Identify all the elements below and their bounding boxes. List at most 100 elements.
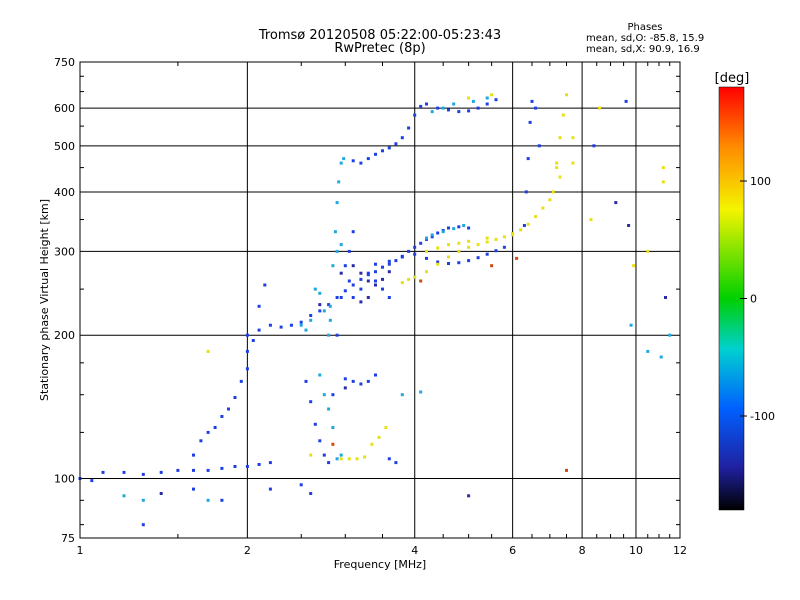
data-point bbox=[309, 400, 313, 404]
data-point bbox=[387, 457, 391, 461]
data-point bbox=[351, 296, 355, 299]
data-point bbox=[467, 259, 471, 263]
data-point bbox=[447, 255, 450, 259]
data-point bbox=[407, 249, 411, 253]
data-point bbox=[331, 442, 335, 446]
x-tick-label: 12 bbox=[673, 544, 687, 557]
data-point bbox=[467, 494, 471, 498]
data-point bbox=[343, 377, 347, 381]
data-point bbox=[419, 104, 423, 108]
data-point bbox=[419, 279, 423, 283]
data-point bbox=[268, 323, 272, 327]
data-point bbox=[347, 279, 351, 283]
data-point bbox=[327, 303, 331, 307]
data-point bbox=[394, 461, 398, 465]
data-point bbox=[192, 487, 195, 491]
data-point bbox=[476, 106, 480, 110]
data-point bbox=[299, 320, 303, 324]
data-point bbox=[299, 483, 303, 487]
data-point bbox=[485, 252, 489, 256]
data-point bbox=[328, 318, 332, 322]
data-point bbox=[646, 349, 650, 353]
data-point bbox=[413, 252, 417, 256]
data-point bbox=[534, 106, 538, 110]
data-point bbox=[387, 270, 391, 274]
data-point bbox=[447, 262, 450, 265]
data-point bbox=[309, 318, 313, 322]
data-point bbox=[220, 498, 224, 502]
data-point bbox=[90, 479, 94, 483]
data-point bbox=[441, 106, 445, 110]
data-point bbox=[467, 96, 471, 100]
data-point bbox=[490, 264, 494, 268]
data-points bbox=[78, 93, 672, 527]
data-point bbox=[571, 161, 575, 165]
data-point bbox=[343, 289, 347, 293]
y-tick-label: 600 bbox=[54, 102, 75, 115]
data-point bbox=[632, 264, 636, 268]
data-point bbox=[299, 323, 303, 327]
data-point bbox=[328, 304, 332, 308]
data-point bbox=[245, 349, 249, 353]
data-point bbox=[571, 136, 575, 140]
data-point bbox=[206, 498, 210, 502]
data-point bbox=[526, 157, 530, 161]
data-point bbox=[664, 296, 667, 299]
plot-frame bbox=[79, 61, 681, 539]
data-point bbox=[206, 430, 210, 434]
data-point bbox=[233, 465, 237, 468]
data-point bbox=[309, 492, 313, 495]
data-point bbox=[351, 230, 355, 234]
data-point bbox=[430, 110, 434, 114]
data-point bbox=[199, 439, 203, 443]
y-tick-label: 300 bbox=[54, 245, 75, 258]
data-point bbox=[327, 461, 331, 465]
data-point bbox=[351, 379, 355, 383]
data-point bbox=[304, 379, 308, 383]
data-point bbox=[467, 109, 471, 113]
data-point bbox=[502, 245, 506, 249]
data-point bbox=[436, 262, 440, 266]
data-point bbox=[425, 236, 428, 240]
data-point bbox=[159, 470, 163, 474]
data-point bbox=[335, 457, 339, 461]
data-point bbox=[220, 466, 224, 470]
data-point bbox=[257, 463, 261, 466]
data-point bbox=[413, 245, 417, 249]
data-point bbox=[268, 487, 272, 491]
data-point bbox=[407, 277, 411, 281]
data-point bbox=[359, 382, 363, 386]
data-point bbox=[555, 161, 559, 165]
chart-title: Tromsø 20120508 05:22:00-05:23:43 bbox=[258, 28, 502, 43]
data-point bbox=[257, 328, 261, 332]
data-point bbox=[343, 386, 347, 390]
data-point bbox=[331, 264, 335, 268]
grid-lines bbox=[80, 62, 680, 538]
data-point bbox=[598, 106, 602, 110]
data-point bbox=[206, 349, 210, 353]
data-point bbox=[387, 259, 391, 263]
data-point bbox=[413, 113, 417, 117]
data-point bbox=[366, 271, 370, 275]
data-point bbox=[318, 303, 322, 307]
data-point bbox=[339, 453, 343, 457]
data-point bbox=[565, 468, 568, 472]
data-point bbox=[318, 439, 322, 443]
phases-stat-o: mean, sd,O: -85.8, 15.9 bbox=[586, 33, 705, 44]
data-point bbox=[339, 457, 343, 461]
data-point bbox=[251, 339, 255, 342]
data-point bbox=[220, 415, 224, 418]
data-point bbox=[419, 241, 423, 245]
data-point bbox=[447, 108, 450, 112]
data-point bbox=[476, 256, 480, 260]
x-tick-label: 1 bbox=[77, 544, 84, 557]
data-point bbox=[519, 228, 523, 232]
data-point bbox=[457, 241, 461, 245]
chart-subtitle: RwPretec (8p) bbox=[334, 41, 426, 56]
data-point bbox=[436, 231, 440, 235]
data-point bbox=[661, 180, 665, 184]
data-point bbox=[457, 225, 461, 229]
data-point bbox=[381, 277, 384, 281]
data-point bbox=[206, 468, 210, 472]
data-point bbox=[419, 390, 423, 394]
